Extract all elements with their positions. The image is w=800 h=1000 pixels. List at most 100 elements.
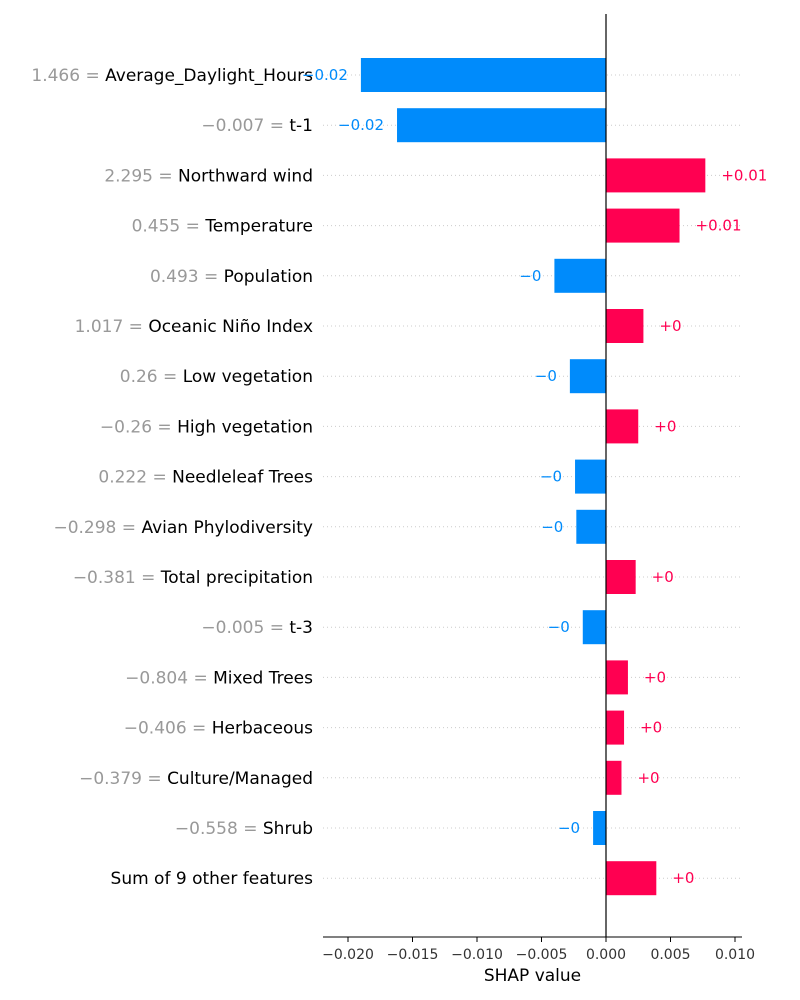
bar-value-label: +0 bbox=[637, 769, 659, 787]
feature-value: −0.406 bbox=[124, 719, 187, 739]
feature-name: Total precipitation bbox=[160, 568, 313, 588]
bar bbox=[575, 459, 606, 494]
bar-value-labels: −0.02 −0.02 +0.01 +0.01 −0 +0 −0 +0 −0 −0 +0 −0 +0 +0… bbox=[302, 66, 767, 887]
bar-value-label: −0 bbox=[519, 267, 541, 285]
feature-name: Avian Phylodiversity bbox=[141, 518, 313, 538]
feature-name: Herbaceous bbox=[212, 719, 313, 739]
feature-value: 0.222 bbox=[98, 468, 147, 488]
feature-label: 0.26 = Low vegetation bbox=[120, 367, 313, 387]
equals-sign: = bbox=[153, 166, 178, 186]
equals-sign: = bbox=[180, 217, 205, 237]
x-axis-title: SHAP value bbox=[484, 966, 581, 986]
bar-value-label: −0 bbox=[541, 518, 563, 536]
equals-sign: = bbox=[152, 417, 177, 437]
feature-value: 0.493 bbox=[150, 267, 199, 287]
feature-label: 1.466 = Average_Daylight_Hours bbox=[31, 66, 313, 86]
feature-label: −0.007 = t-1 bbox=[201, 116, 313, 136]
feature-value: −0.804 bbox=[125, 668, 188, 688]
bar bbox=[569, 359, 606, 394]
bar-value-label: +0 bbox=[652, 568, 674, 586]
feature-label: −0.381 = Total precipitation bbox=[73, 568, 313, 588]
bar-value-label: −0.02 bbox=[338, 116, 384, 134]
feature-label: 0.493 = Population bbox=[150, 267, 313, 287]
bar-value-label: −0 bbox=[548, 618, 570, 636]
feature-label: −0.406 = Herbaceous bbox=[124, 719, 313, 739]
bar bbox=[606, 710, 625, 745]
feature-value: 2.295 bbox=[104, 166, 153, 186]
feature-name: Sum of 9 other features bbox=[111, 869, 314, 889]
equals-sign: = bbox=[123, 317, 148, 337]
bar bbox=[606, 309, 644, 343]
equals-sign: = bbox=[238, 819, 263, 839]
feature-label: −0.298 = Avian Phylodiversity bbox=[53, 518, 313, 538]
bar-value-label: +0 bbox=[659, 317, 681, 335]
feature-labels: 1.466 = Average_Daylight_Hours −0.007 = t… bbox=[31, 66, 313, 889]
feature-value: −0.379 bbox=[79, 769, 142, 789]
feature-value: −0.005 bbox=[201, 618, 264, 638]
feature-name: Needleleaf Trees bbox=[172, 468, 313, 488]
feature-name: Culture/Managed bbox=[167, 769, 313, 789]
bar-value-label: +0.01 bbox=[721, 166, 767, 184]
equals-sign: = bbox=[264, 618, 289, 638]
bar bbox=[606, 158, 706, 193]
feature-name: Population bbox=[224, 267, 313, 287]
bar-value-label: −0 bbox=[558, 819, 580, 837]
bar-value-label: −0 bbox=[540, 468, 562, 486]
feature-label: 0.455 = Temperature bbox=[132, 217, 313, 237]
equals-sign: = bbox=[136, 568, 161, 588]
bar-value-label: +0 bbox=[654, 417, 676, 435]
feature-label: −0.005 = t-3 bbox=[201, 618, 313, 638]
equals-sign: = bbox=[116, 518, 141, 538]
x-tick-label: −0.020 bbox=[322, 947, 374, 963]
feature-label: 1.017 = Oceanic Niño Index bbox=[75, 317, 313, 337]
bar bbox=[554, 258, 606, 293]
bar bbox=[606, 409, 639, 444]
feature-name: Low vegetation bbox=[183, 367, 313, 387]
x-tick-label: −0.005 bbox=[516, 947, 568, 963]
feature-label: 0.222 = Needleleaf Trees bbox=[98, 468, 313, 488]
bar-value-label: +0 bbox=[672, 869, 694, 887]
bar bbox=[582, 610, 606, 645]
feature-value: 0.455 bbox=[132, 217, 181, 237]
bar bbox=[606, 208, 680, 243]
bar-value-label: +0 bbox=[644, 668, 666, 686]
equals-sign: = bbox=[264, 116, 289, 136]
equals-sign: = bbox=[142, 769, 167, 789]
x-tick-label: 0.010 bbox=[715, 947, 755, 963]
feature-value: −0.26 bbox=[100, 417, 152, 437]
feature-label: −0.558 = Shrub bbox=[175, 819, 313, 839]
bar bbox=[576, 509, 606, 544]
feature-value: −0.298 bbox=[53, 518, 116, 538]
bar bbox=[606, 861, 657, 896]
feature-label: −0.26 = High vegetation bbox=[100, 417, 313, 437]
equals-sign: = bbox=[188, 668, 213, 688]
x-tick-label: 0.005 bbox=[650, 947, 690, 963]
row-guide-lines bbox=[323, 74, 742, 879]
feature-value: 1.466 bbox=[31, 66, 80, 86]
bar bbox=[606, 660, 628, 695]
feature-name: Mixed Trees bbox=[213, 668, 313, 688]
bar bbox=[606, 760, 622, 795]
x-tick-label: −0.015 bbox=[387, 947, 439, 963]
feature-name: Northward wind bbox=[178, 166, 313, 186]
feature-value: 0.26 bbox=[120, 367, 158, 387]
x-tick-label: −0.010 bbox=[451, 947, 503, 963]
feature-name: Average_Daylight_Hours bbox=[105, 66, 313, 86]
x-tick-label: 0.000 bbox=[586, 947, 626, 963]
equals-sign: = bbox=[158, 367, 183, 387]
feature-name: High vegetation bbox=[177, 417, 313, 437]
bar-value-label: −0.02 bbox=[302, 66, 348, 84]
feature-value: −0.381 bbox=[73, 568, 136, 588]
bar bbox=[606, 560, 636, 594]
feature-name: t-3 bbox=[289, 618, 313, 638]
bar-value-label: −0 bbox=[535, 367, 557, 385]
equals-sign: = bbox=[147, 468, 172, 488]
bar bbox=[397, 108, 606, 143]
feature-value: −0.558 bbox=[175, 819, 238, 839]
feature-label: −0.804 = Mixed Trees bbox=[125, 668, 313, 688]
feature-label: −0.379 = Culture/Managed bbox=[79, 769, 313, 789]
x-axis: −0.020 −0.015 −0.010 −0.005 0.000 0.005 0.010 bbox=[322, 936, 755, 963]
feature-label: 2.295 = Northward wind bbox=[104, 166, 313, 186]
feature-value: −0.007 bbox=[201, 116, 264, 136]
